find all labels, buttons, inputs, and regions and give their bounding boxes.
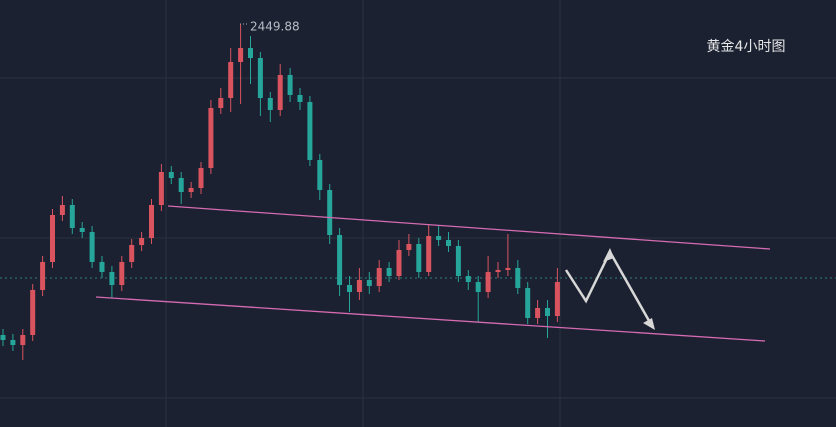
candle-body	[426, 236, 432, 272]
high-annotation: 2449.88	[250, 20, 300, 34]
candle-body	[337, 235, 343, 285]
arrow-head	[603, 248, 614, 262]
candle-body	[446, 240, 451, 246]
candle-body	[406, 244, 412, 250]
candle-body	[89, 232, 95, 262]
candles	[0, 24, 560, 360]
candle-body	[376, 268, 382, 286]
candle-body	[396, 250, 402, 276]
candle-body	[0, 335, 6, 340]
candle-body	[188, 188, 194, 192]
candle-body	[436, 236, 442, 240]
candle-body	[40, 262, 46, 290]
candle-body	[228, 62, 234, 98]
candle-body	[129, 245, 135, 262]
chart-title: 黄金4小时图	[707, 38, 786, 55]
candle-body	[416, 244, 422, 272]
candle-body	[208, 108, 214, 168]
candle-body	[327, 190, 333, 235]
candle-body	[287, 75, 293, 95]
candle-body	[386, 268, 392, 276]
forecast-arrow	[564, 249, 654, 327]
trend-line	[95, 296, 766, 342]
candle-body	[277, 75, 283, 110]
candle-body	[475, 282, 481, 292]
candle-body	[317, 160, 323, 190]
candle-body	[535, 308, 541, 318]
candle-body	[139, 238, 145, 245]
candle-body	[99, 262, 105, 272]
candle-body	[248, 48, 253, 58]
candle-body	[495, 270, 501, 272]
arrow-head	[643, 318, 655, 330]
candle-body	[505, 268, 511, 270]
candle-body	[238, 48, 244, 62]
candle-body	[69, 205, 75, 228]
candle-body	[50, 215, 55, 262]
candle-body	[297, 95, 303, 102]
candle-body	[545, 308, 550, 316]
candle-body	[347, 285, 352, 292]
candle-body	[20, 335, 26, 345]
candle-body	[168, 172, 174, 178]
candle-body	[218, 98, 224, 108]
candle-body	[158, 172, 164, 205]
candle-body	[366, 280, 372, 286]
candle-body	[267, 98, 273, 110]
candle-body	[307, 102, 313, 160]
candle-body	[554, 282, 560, 316]
trend-line	[167, 205, 771, 250]
candle-body	[515, 268, 521, 288]
candle-body	[198, 168, 204, 188]
candle-body	[109, 272, 115, 285]
candle-body	[525, 288, 531, 318]
candle-body	[455, 246, 461, 276]
candle-body	[485, 272, 491, 292]
candle-body	[59, 205, 65, 215]
candle-body	[10, 340, 16, 345]
candle-body	[119, 262, 125, 285]
candle-body	[30, 290, 36, 335]
candle-body	[465, 276, 471, 282]
candle-body	[79, 228, 85, 232]
candle-body	[356, 280, 362, 292]
candle-body	[149, 205, 154, 238]
candle-body	[257, 58, 263, 98]
candle-body	[178, 178, 184, 192]
